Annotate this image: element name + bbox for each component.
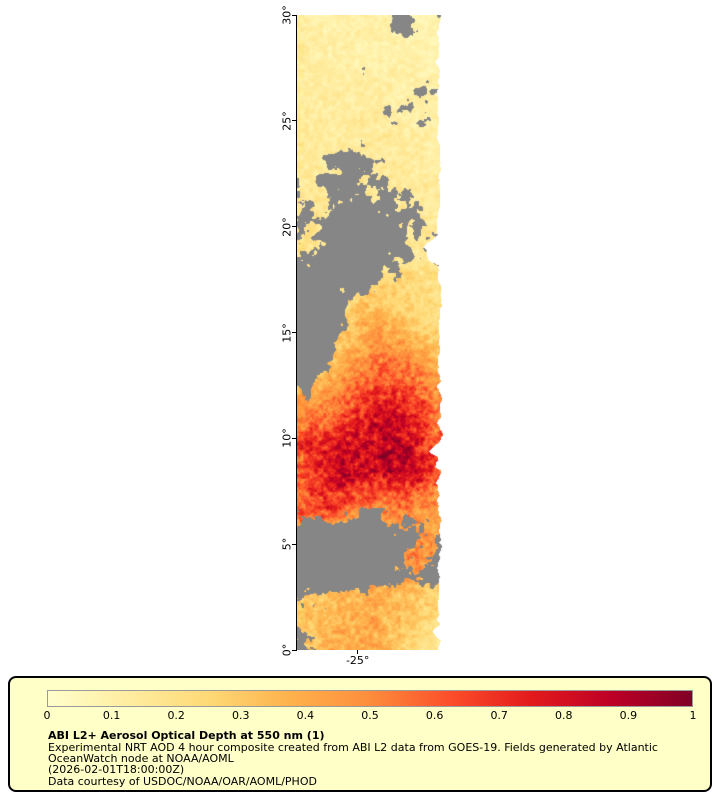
lat-tick-label: 5° (280, 537, 294, 551)
colorbar-tick-label: 0.6 (425, 709, 444, 722)
lat-tick-mark (292, 543, 296, 545)
lat-tick-label: 30° (280, 5, 294, 25)
lat-tick-mark (292, 226, 296, 228)
legend-timestamp: (2026-02-01T18:00:00Z) (48, 763, 185, 776)
colorbar-tick-label: 0.1 (102, 709, 121, 722)
colorbar-tick-label: 0.2 (167, 709, 185, 722)
lat-tick-mark (292, 14, 296, 16)
legend-subtitle-line1: Experimental NRT AOD 4 hour composite cr… (48, 741, 658, 754)
lat-tick-label: 20° (280, 216, 294, 237)
colorbar-tick-label: 0.4 (296, 709, 315, 722)
lat-tick-mark (292, 332, 296, 333)
colorbar-gradient (47, 690, 693, 707)
colorbar-tick-label: 0.8 (555, 709, 573, 722)
lat-tick-label: 15° (280, 322, 294, 343)
latitude-axis-spine (296, 15, 297, 651)
legend-subtitle-line2: OceanWatch node at NOAA/AOML (48, 752, 234, 765)
colorbar-tick-labels: 0 0.1 0.2 0.3 0.4 0.5 0.6 0.7 0.8 0.9 1 (43, 709, 697, 723)
aod-heatmap-canvas (297, 15, 445, 650)
colorbar-panel: 0 0.1 0.2 0.3 0.4 0.5 0.6 0.7 0.8 0.9 1 ABI L2+ Ae… (8, 676, 712, 792)
lon-tick-mark (357, 650, 359, 654)
colorbar-tick-label: 1 (689, 709, 697, 722)
colorbar-tick-label: 0 (43, 709, 51, 722)
lat-tick-mark (292, 437, 296, 439)
legend-title: ABI L2+ Aerosol Optical Depth at 550 nm … (48, 729, 325, 742)
colorbar-tick-label: 0.5 (361, 709, 379, 722)
lat-tick-mark (292, 120, 296, 122)
colorbar-tick-label: 0.9 (619, 709, 638, 722)
lon-tick-label: -25° (345, 654, 370, 667)
lat-tick-mark (292, 649, 296, 651)
lat-tick-label: 25° (280, 111, 294, 131)
legend-credit: Data courtesy of USDOC/NOAA/OAR/AOML/PHO… (48, 775, 317, 788)
lat-tick-label: 10° (280, 428, 294, 449)
lat-tick-label: 0° (280, 643, 294, 657)
colorbar-tick-label: 0.3 (232, 709, 250, 722)
colorbar-tick-label: 0.7 (490, 709, 508, 722)
